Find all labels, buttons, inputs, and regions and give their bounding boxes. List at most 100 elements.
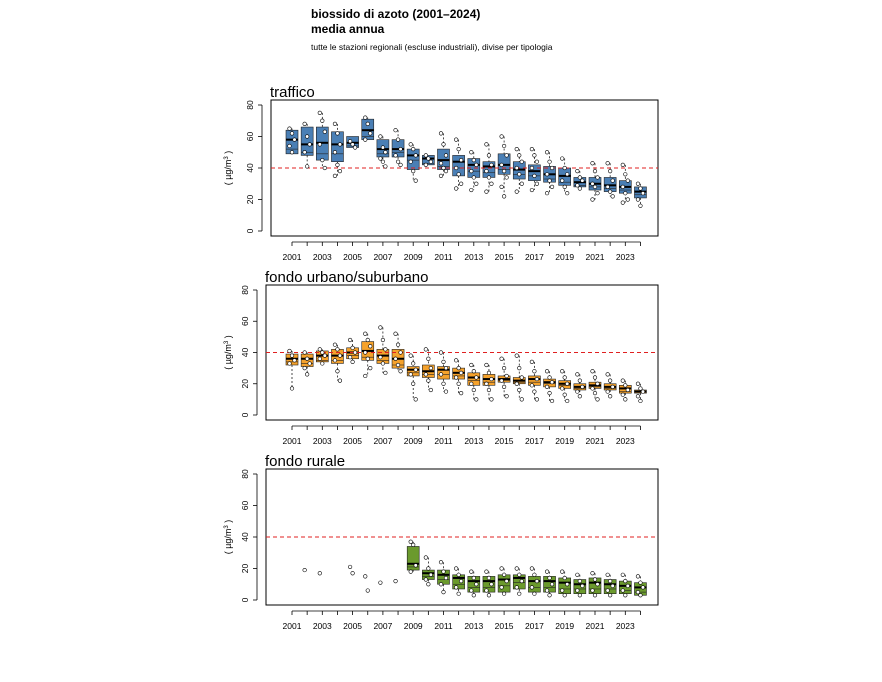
station-point — [484, 169, 489, 174]
station-point — [489, 162, 494, 167]
station-point — [502, 143, 507, 149]
station-point — [459, 181, 464, 186]
station-point — [489, 181, 494, 186]
x-tick-label: 2007 — [373, 252, 392, 262]
station-point — [454, 137, 459, 142]
station-point — [620, 588, 625, 593]
station-point — [565, 398, 570, 404]
station-point — [378, 156, 383, 161]
station-point — [544, 569, 550, 574]
station-point — [580, 384, 585, 389]
station-point — [499, 134, 504, 139]
station-point — [365, 356, 370, 361]
station-point — [423, 577, 428, 582]
station-point — [438, 372, 444, 377]
station-point — [608, 169, 613, 174]
station-point — [590, 161, 595, 166]
station-point — [532, 173, 537, 178]
station-point — [383, 164, 388, 169]
station-point — [484, 189, 489, 194]
station-point — [514, 566, 519, 571]
station-point — [393, 128, 398, 133]
station-point — [565, 191, 570, 196]
station-point — [575, 183, 580, 188]
station-point — [590, 197, 595, 202]
station-point — [484, 381, 489, 386]
station-point — [635, 181, 641, 186]
station-point — [532, 153, 537, 158]
station-point — [317, 356, 322, 361]
station-point — [625, 197, 630, 202]
station-point — [456, 381, 461, 386]
station-point — [625, 178, 630, 183]
station-point — [519, 159, 524, 164]
station-point — [383, 370, 388, 375]
station-point — [348, 139, 353, 144]
station-point — [393, 153, 398, 158]
x-tick-label: 2015 — [495, 621, 514, 631]
y-axis-label: ( µg/m3 ) — [223, 520, 233, 555]
x-tick-label: 2011 — [434, 621, 453, 631]
x-tick-label: 2009 — [404, 436, 423, 446]
station-point — [575, 572, 580, 577]
x-tick-label: 2001 — [283, 621, 302, 631]
station-point — [623, 578, 628, 584]
station-point — [635, 381, 641, 386]
station-point — [426, 156, 431, 161]
station-point — [504, 175, 509, 180]
station-point — [395, 362, 401, 368]
station-point — [519, 375, 524, 380]
station-point — [398, 369, 403, 374]
station-point — [486, 575, 492, 581]
station-point — [529, 566, 535, 571]
station-point — [549, 380, 555, 385]
station-point — [638, 186, 643, 191]
station-point — [428, 572, 433, 577]
station-point — [378, 355, 383, 360]
station-point — [469, 381, 474, 386]
station-point — [519, 578, 524, 584]
station-point — [287, 143, 292, 149]
y-tick-label: 60 — [245, 132, 255, 142]
station-point — [499, 162, 504, 167]
station-point — [529, 383, 535, 388]
box — [406, 366, 420, 377]
station-point — [544, 150, 550, 155]
box — [406, 148, 420, 170]
station-point — [486, 175, 492, 180]
station-point — [317, 347, 322, 352]
station-point — [408, 372, 413, 377]
station-point — [441, 590, 446, 595]
station-point — [499, 566, 504, 571]
station-point — [292, 358, 297, 363]
station-point — [428, 366, 433, 371]
x-tick-label: 2003 — [313, 252, 332, 262]
station-point — [411, 169, 416, 174]
station-point — [547, 178, 552, 183]
station-point — [411, 361, 416, 366]
station-point — [456, 572, 461, 577]
station-point — [608, 189, 613, 194]
station-point — [605, 588, 610, 593]
box — [300, 126, 314, 156]
station-point — [517, 366, 522, 371]
station-point — [625, 583, 630, 588]
station-point — [534, 181, 540, 186]
figure-title: biossido di azoto (2001–2024) — [311, 7, 481, 21]
station-point — [534, 578, 540, 584]
station-point — [423, 162, 428, 167]
x-tick-label: 2021 — [586, 252, 605, 262]
station-point — [302, 567, 307, 573]
station-point — [635, 197, 641, 202]
station-point — [474, 582, 479, 587]
station-point — [393, 578, 398, 584]
station-point — [517, 172, 522, 177]
station-point — [332, 121, 338, 126]
station-point — [474, 375, 479, 380]
station-point — [380, 145, 386, 150]
station-point — [350, 359, 355, 364]
station-point — [592, 593, 598, 598]
station-point — [484, 588, 489, 593]
station-point — [623, 172, 628, 177]
station-point — [529, 585, 535, 590]
